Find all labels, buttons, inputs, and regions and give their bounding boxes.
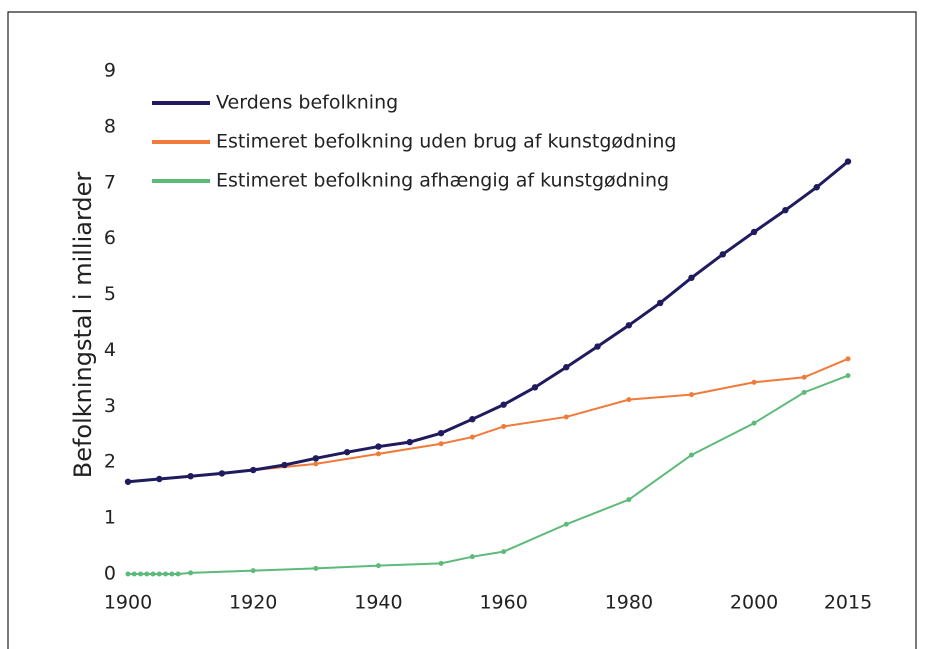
point	[501, 549, 507, 555]
point	[563, 521, 569, 527]
point	[626, 397, 632, 403]
legend-label: Estimeret befolkning uden brug af kunstg…	[216, 131, 677, 153]
x-tick-label: 1960	[479, 592, 527, 614]
x-tick-label: 1900	[104, 592, 152, 614]
y-axis-label: Befolkningstal i milliarder	[69, 172, 97, 479]
point	[138, 571, 144, 577]
point	[750, 228, 758, 236]
point	[437, 429, 445, 437]
point	[845, 356, 851, 362]
point	[438, 560, 444, 566]
point	[594, 343, 601, 350]
point	[845, 373, 851, 379]
y-tick-label: 6	[104, 227, 116, 249]
point	[163, 571, 169, 577]
x-tick-label: 1980	[605, 592, 653, 614]
point	[751, 379, 757, 385]
x-tick-label: 1920	[229, 592, 277, 614]
point	[751, 420, 757, 426]
y-tick-label: 8	[104, 115, 116, 137]
point	[801, 389, 807, 395]
point	[144, 571, 150, 577]
point	[501, 423, 507, 429]
point	[343, 448, 351, 456]
point	[156, 475, 163, 483]
point	[406, 438, 413, 446]
point	[281, 461, 288, 469]
point	[187, 472, 194, 480]
point	[719, 251, 726, 258]
y-tick-label: 1	[104, 507, 116, 529]
x-tick-label: 1940	[354, 592, 402, 614]
x-tick-label: 2015	[824, 592, 872, 614]
point	[188, 570, 194, 576]
point	[218, 470, 226, 477]
point	[150, 571, 156, 577]
point	[469, 415, 476, 423]
y-tick-label: 2	[104, 451, 116, 473]
series-line	[253, 357, 849, 472]
point	[438, 441, 444, 447]
point	[801, 374, 807, 380]
legend-label: Verdens befolkning	[216, 92, 398, 114]
point	[125, 571, 131, 577]
series-line	[127, 160, 849, 484]
x-tick-label: 2000	[730, 592, 778, 614]
point	[250, 568, 256, 574]
y-tick-label: 4	[104, 339, 116, 361]
point	[169, 571, 175, 577]
point	[844, 158, 852, 165]
point	[124, 478, 132, 485]
point	[563, 364, 570, 371]
point	[625, 322, 633, 329]
point	[500, 401, 507, 408]
point	[688, 452, 694, 458]
legend-label: Estimeret befolkning afhængig af kunstgø…	[216, 170, 669, 192]
point	[131, 571, 137, 577]
point	[175, 571, 181, 577]
y-tick-label: 0	[104, 563, 116, 585]
point	[313, 565, 319, 571]
y-tick-label: 3	[104, 395, 116, 417]
point	[656, 299, 664, 307]
point	[375, 563, 381, 569]
series-line	[128, 374, 849, 575]
point	[469, 554, 475, 560]
point	[156, 571, 162, 577]
point	[469, 434, 475, 440]
y-tick-label: 9	[104, 60, 116, 82]
frame	[7, 11, 917, 649]
point	[688, 274, 695, 281]
point	[688, 392, 694, 398]
point	[531, 384, 539, 391]
point	[375, 443, 382, 450]
point	[563, 414, 569, 420]
y-tick-label: 5	[104, 283, 116, 305]
point	[312, 455, 320, 462]
point	[626, 497, 632, 503]
point	[313, 461, 319, 467]
point	[250, 466, 257, 474]
y-tick-label: 7	[104, 171, 116, 193]
point	[375, 451, 381, 457]
point	[813, 184, 820, 191]
point	[782, 206, 789, 214]
